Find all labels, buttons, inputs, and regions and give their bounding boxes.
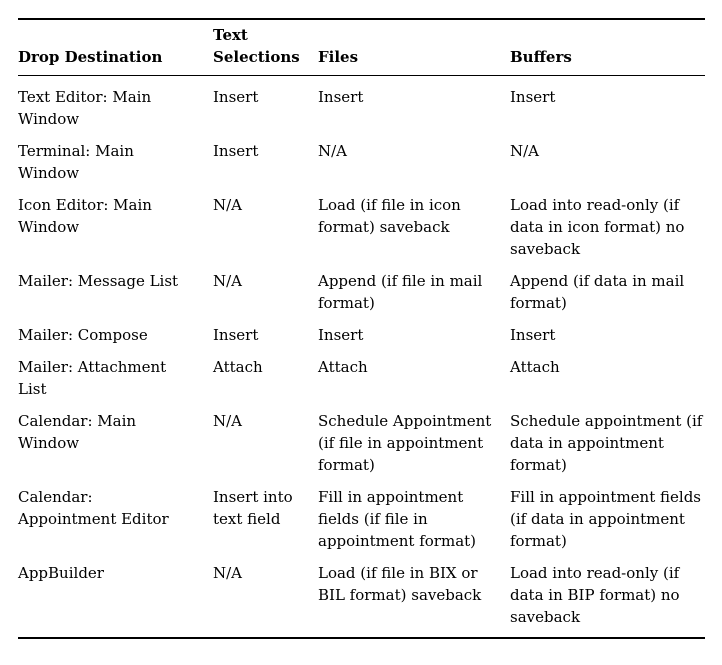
table-row: Text Editor: Main Window Insert Insert Inse… bbox=[18, 76, 705, 130]
table-cell: Attach bbox=[510, 358, 560, 376]
table-cell: Insert bbox=[318, 326, 364, 344]
table-cell: Append (if file in mail format) bbox=[318, 272, 483, 312]
table-cell: Terminal: Main Window bbox=[18, 142, 134, 182]
table-cell: Insert bbox=[510, 326, 556, 344]
table-body: Text Editor: Main Window Insert Insert Inse… bbox=[18, 76, 705, 637]
table-cell: Load into read-only (if data in icon for… bbox=[510, 196, 685, 258]
table-row: Mailer: Compose Insert Insert Insert bbox=[18, 314, 705, 346]
table-cell: Insert bbox=[318, 88, 364, 106]
table-row: AppBuilder N/A Load (if file in BIX or BIL… bbox=[18, 552, 705, 628]
column-header-buffers: Buffers bbox=[510, 48, 572, 66]
table-cell: N/A bbox=[213, 196, 243, 214]
table-cell: N/A bbox=[510, 142, 540, 160]
column-header-files: Files bbox=[318, 48, 359, 66]
table-cell: N/A bbox=[213, 564, 243, 582]
table-cell: Calendar: Main Window bbox=[18, 412, 137, 452]
table-cell: Calendar: Appointment Editor bbox=[18, 488, 169, 528]
table-cell: Icon Editor: Main Window bbox=[18, 196, 152, 236]
table-row: Mailer: Message List N/A Append (if file i… bbox=[18, 260, 705, 314]
table-cell: Mailer: Message List bbox=[18, 272, 179, 290]
table-cell: Load (if file in icon format) saveback bbox=[318, 196, 461, 236]
table-row: Terminal: Main Window Insert N/A N/A bbox=[18, 130, 705, 184]
table-cell: Attach bbox=[318, 358, 368, 376]
table-cell: Text Editor: Main Window bbox=[18, 88, 152, 128]
column-header-drop-destination: Drop Destination bbox=[18, 48, 163, 66]
table-cell: Fill in appointment fields (if data in a… bbox=[510, 488, 701, 550]
table-cell: AppBuilder bbox=[18, 564, 104, 582]
column-header-text-selections: Text Selections bbox=[213, 26, 300, 66]
table-cell: N/A bbox=[318, 142, 348, 160]
table-cell: N/A bbox=[213, 412, 243, 430]
table-cell: Insert bbox=[213, 326, 259, 344]
table-cell: Mailer: Attachment List bbox=[18, 358, 167, 398]
table-cell: Insert into text field bbox=[213, 488, 293, 528]
table-cell: Mailer: Compose bbox=[18, 326, 148, 344]
table-cell: Insert bbox=[510, 88, 556, 106]
table-cell: Load into read-only (if data in BIP form… bbox=[510, 564, 680, 626]
table-cell: Attach bbox=[213, 358, 263, 376]
table-row: Calendar: Appointment Editor Insert into … bbox=[18, 476, 705, 552]
table-cell: Schedule Appointment (if file in appoint… bbox=[318, 412, 492, 474]
table-row: Icon Editor: Main Window N/A Load (if file… bbox=[18, 184, 705, 260]
table-top-rule bbox=[18, 18, 705, 20]
table-cell: N/A bbox=[213, 272, 243, 290]
table-cell: Load (if file in BIX or BIL format) save… bbox=[318, 564, 482, 604]
table-row: Mailer: Attachment List Attach Attach Attac… bbox=[18, 346, 705, 400]
table-bottom-rule bbox=[18, 637, 705, 639]
table-cell: Append (if data in mail format) bbox=[510, 272, 685, 312]
table-cell: Insert bbox=[213, 88, 259, 106]
table-cell: Insert bbox=[213, 142, 259, 160]
header-divider-rule bbox=[18, 75, 705, 76]
table-cell: Fill in appointment fields (if file in a… bbox=[318, 488, 477, 550]
table-cell: Schedule appointment (if data in appoint… bbox=[510, 412, 703, 474]
table-row: Calendar: Main Window N/A Schedule Appoint… bbox=[18, 400, 705, 476]
table-header-row: Drop Destination Text Selections Files B… bbox=[18, 20, 705, 75]
